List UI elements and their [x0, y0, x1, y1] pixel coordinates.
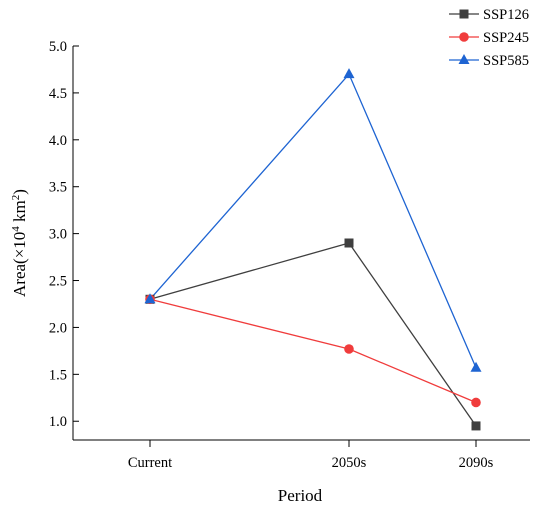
series-line-ssp245	[149, 298, 477, 404]
legend-label-ssp126: SSP126	[483, 7, 529, 23]
legend-marker-ssp245	[459, 32, 469, 42]
data-point-ssp585	[470, 361, 482, 372]
y-tick-label: 2.5	[49, 274, 67, 290]
x-tick-label: 2050s	[332, 455, 367, 471]
x-axis-ticks: Current 2050s 2090s	[128, 440, 494, 471]
y-axis-title: Area(×104 km2)	[10, 189, 29, 297]
y-tick-label: 3.0	[49, 227, 67, 243]
legend-marker-ssp585	[458, 54, 470, 64]
x-axis-title: Period	[278, 486, 323, 505]
data-point-ssp245	[471, 397, 481, 408]
x-tick-label: Current	[128, 455, 172, 471]
series-markers	[144, 68, 482, 431]
y-tick-label: 2.0	[49, 320, 67, 336]
legend-label-ssp245: SSP245	[483, 30, 529, 46]
legend-item-ssp245: SSP245	[449, 30, 529, 46]
y-tick-label: 4.5	[49, 86, 67, 102]
y-tick-label: 1.0	[49, 414, 67, 430]
y-tick-label: 4.0	[49, 133, 67, 149]
y-tick-label: 1.5	[49, 367, 67, 383]
series-lines	[149, 72, 477, 427]
y-tick-label: 3.5	[49, 180, 67, 196]
legend-label-ssp585: SSP585	[483, 53, 529, 69]
data-point-ssp126	[344, 238, 354, 248]
x-tick-label: 2090s	[459, 455, 494, 471]
series-line-ssp126	[149, 242, 477, 427]
legend-item-ssp126: SSP126	[449, 7, 529, 23]
data-point-ssp126	[471, 421, 481, 431]
data-point-ssp585	[343, 68, 355, 79]
data-point-ssp245	[344, 344, 354, 354]
series-line-ssp585	[149, 72, 477, 369]
legend-marker-ssp126	[459, 9, 469, 19]
y-tick-label: 5.0	[49, 39, 67, 55]
legend-item-ssp585: SSP585	[449, 53, 529, 69]
legend: SSP126 SSP245 SSP585	[449, 7, 529, 69]
data-point-ssp585	[144, 293, 156, 304]
y-axis-ticks: 1.0 1.5 2.0 2.5 3.0 3.5 4.0 4.5 5.0	[49, 39, 79, 430]
